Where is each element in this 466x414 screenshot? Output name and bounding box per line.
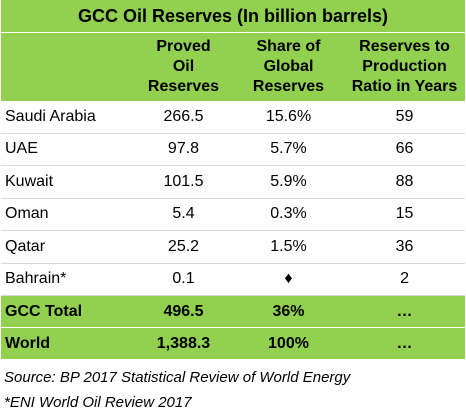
cell-proved-reserves: 1,388.3 (134, 327, 233, 360)
column-header-rp-ratio: Reserves to Production Ratio in Years (344, 32, 466, 101)
cell-rp-ratio: … (344, 327, 466, 360)
cell-proved-reserves: 266.5 (134, 101, 233, 134)
cell-global-share: 15.6% (233, 101, 344, 134)
source-note: Source: BP 2017 Statistical Review of Wo… (4, 369, 351, 386)
oil-reserves-table-container: GCC Oil Reserves (In billion barrels) Pr… (1, 0, 466, 360)
table-row-oman: Oman 5.4 0.3% 15 (1, 198, 466, 231)
cell-rp-ratio: … (344, 295, 466, 328)
footnote: *ENI World Oil Review 2017 (4, 394, 192, 411)
table-row-uae: UAE 97.8 5.7% 66 (1, 133, 466, 166)
cell-rp-ratio: 15 (344, 198, 466, 231)
cell-rp-ratio: 59 (344, 101, 466, 134)
cell-total-label: World (1, 327, 134, 360)
cell-proved-reserves: 0.1 (134, 263, 233, 296)
cell-proved-reserves: 5.4 (134, 198, 233, 231)
cell-global-share: 36% (233, 295, 344, 328)
gcc-oil-reserves-table: GCC Oil Reserves (In billion barrels) Pr… (1, 0, 466, 360)
cell-country: Kuwait (1, 165, 134, 199)
cell-country: Saudi Arabia (1, 101, 134, 134)
cell-total-label: GCC Total (1, 295, 134, 328)
cell-country: Bahrain* (1, 263, 134, 296)
cell-rp-ratio: 36 (344, 230, 466, 264)
table-row-kuwait: Kuwait 101.5 5.9% 88 (1, 165, 466, 199)
cell-global-share: 5.9% (233, 165, 344, 199)
cell-proved-reserves: 25.2 (134, 230, 233, 264)
table-row-bahrain: Bahrain* 0.1 ♦ 2 (1, 263, 466, 296)
column-header-proved-reserves: Proved Oil Reserves (134, 32, 233, 101)
table-title-row: GCC Oil Reserves (In billion barrels) (1, 0, 466, 33)
cell-global-share: 1.5% (233, 230, 344, 264)
cell-country: UAE (1, 133, 134, 166)
diamond-icon: ♦ (233, 263, 344, 296)
cell-rp-ratio: 2 (344, 263, 466, 296)
cell-global-share: 0.3% (233, 198, 344, 231)
cell-proved-reserves: 97.8 (134, 133, 233, 166)
cell-proved-reserves: 101.5 (134, 165, 233, 199)
column-header-country (1, 32, 134, 101)
cell-country: Qatar (1, 230, 134, 264)
cell-country: Oman (1, 198, 134, 231)
column-header-global-share: Share of Global Reserves (233, 32, 344, 101)
table-row-saudi-arabia: Saudi Arabia 266.5 15.6% 59 (1, 101, 466, 134)
table-row-qatar: Qatar 25.2 1.5% 36 (1, 230, 466, 264)
cell-proved-reserves: 496.5 (134, 295, 233, 328)
cell-rp-ratio: 66 (344, 133, 466, 166)
cell-global-share: 100% (233, 327, 344, 360)
table-row-world: World 1,388.3 100% … (1, 327, 466, 360)
cell-rp-ratio: 88 (344, 165, 466, 199)
column-header-row: Proved Oil Reserves Share of Global Rese… (1, 32, 466, 101)
table-row-gcc-total: GCC Total 496.5 36% … (1, 295, 466, 328)
table-title: GCC Oil Reserves (In billion barrels) (1, 0, 466, 33)
cell-global-share: 5.7% (233, 133, 344, 166)
